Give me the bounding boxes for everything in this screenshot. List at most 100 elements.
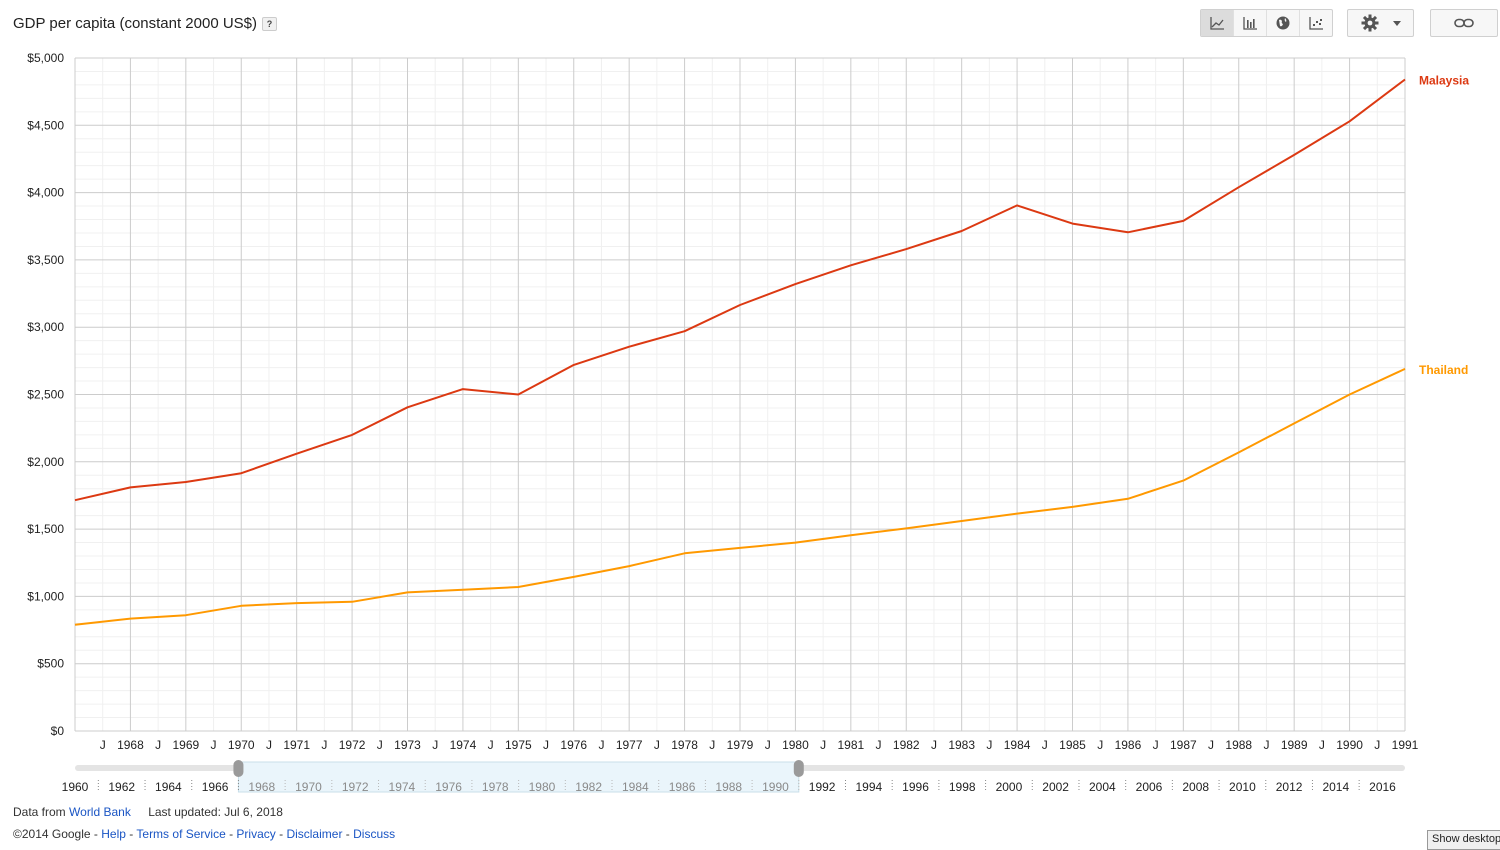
x-tick-label: 1991 (1392, 738, 1419, 752)
slider-year-label: 2010 (1229, 780, 1256, 794)
x-minor-tick-label: J (100, 738, 106, 752)
globe-icon (1276, 16, 1290, 30)
x-axis-labels: 1968 J 1969 J 1970 J 1971 J 1972 J 1973 J 1974 J 1975 J… (100, 738, 1419, 752)
slider-year-label: 1996 (902, 780, 929, 794)
scatter-chart-button[interactable] (1300, 10, 1332, 36)
time-range-slider[interactable]: 1960 1962 1964 1966 1968 1970 1972 1974 1976 1978… (62, 760, 1405, 794)
line-chart-button[interactable] (1201, 10, 1234, 36)
slider-year-label: 2004 (1089, 780, 1116, 794)
slider-year-label: 2002 (1042, 780, 1069, 794)
slider-year-label: 1960 (62, 780, 89, 794)
x-tick-label: 1986 (1115, 738, 1142, 752)
gear-icon (1361, 14, 1378, 32)
series-lines: Malaysia Thailand (74, 74, 1469, 626)
slider-year-label: 1984 (622, 780, 649, 794)
data-from-label: Data from (13, 805, 66, 819)
slider-year-label: 1990 (762, 780, 789, 794)
slider-year-label: 1964 (155, 780, 182, 794)
x-tick-label: 1976 (560, 738, 587, 752)
slider-year-label: 2014 (1322, 780, 1349, 794)
y-tick-label: $4,500 (27, 118, 64, 132)
x-tick-label: 1969 (172, 738, 199, 752)
bar-chart-icon (1243, 17, 1257, 30)
x-tick-label: 1982 (893, 738, 920, 752)
x-minor-tick-label: J (820, 738, 826, 752)
slider-year-label: 1974 (389, 780, 416, 794)
world-bank-link[interactable]: World Bank (69, 805, 131, 819)
y-tick-label: $2,500 (27, 388, 64, 402)
last-updated-text: Last updated: Jul 6, 2018 (148, 805, 283, 819)
x-minor-tick-label: J (543, 738, 549, 752)
show-desktop-button[interactable]: Show desktop (1427, 830, 1500, 850)
terms-of-service-link[interactable]: Terms of Service (136, 827, 226, 841)
y-tick-label: $1,500 (27, 522, 64, 536)
slider-year-label: 1976 (435, 780, 462, 794)
series-label-thailand: Thailand (1419, 363, 1468, 377)
data-source-line: Data from World Bank Last updated: Jul 6… (13, 805, 283, 819)
x-tick-label: 1971 (283, 738, 310, 752)
x-tick-label: 1977 (616, 738, 643, 752)
settings-menu-button[interactable] (1347, 9, 1414, 37)
link-icon (1454, 18, 1474, 28)
x-minor-tick-label: J (931, 738, 937, 752)
slider-year-label: 2016 (1369, 780, 1396, 794)
slider-year-label: 2008 (1182, 780, 1209, 794)
x-minor-tick-label: J (266, 738, 272, 752)
slider-year-label: 1968 (248, 780, 275, 794)
x-minor-tick-label: J (488, 738, 494, 752)
y-tick-label: $5,000 (27, 51, 64, 65)
x-tick-label: 1979 (727, 738, 754, 752)
x-minor-tick-label: J (709, 738, 715, 752)
x-tick-label: 1974 (450, 738, 477, 752)
y-tick-label: $4,000 (27, 186, 64, 200)
disclaimer-link[interactable]: Disclaimer (286, 827, 343, 841)
line-chart: $0 $500 $1,000 $1,500 $2,000 $2,500 $3,000 $3,5… (27, 51, 1469, 794)
x-tick-label: 1978 (671, 738, 698, 752)
x-minor-tick-label: J (1153, 738, 1159, 752)
x-minor-tick-label: J (432, 738, 438, 752)
x-minor-tick-label: J (986, 738, 992, 752)
copyright-text: ©2014 Google (13, 827, 91, 841)
line-chart-icon (1210, 17, 1224, 30)
slider-year-label: 1998 (949, 780, 976, 794)
link-button[interactable] (1430, 9, 1498, 37)
y-axis-labels: $0 $500 $1,000 $1,500 $2,000 $2,500 $3,000 $3,5… (27, 51, 64, 738)
help-link[interactable]: Help (101, 827, 126, 841)
y-tick-label: $500 (37, 657, 64, 671)
x-minor-tick-label: J (377, 738, 383, 752)
slider-year-label: 1972 (342, 780, 369, 794)
discuss-link[interactable]: Discuss (353, 827, 396, 841)
series-label-malaysia: Malaysia (1419, 74, 1469, 88)
x-minor-tick-label: J (1097, 738, 1103, 752)
x-minor-tick-label: J (1319, 738, 1325, 752)
slider-year-label: 1982 (575, 780, 602, 794)
x-minor-tick-label: J (654, 738, 660, 752)
slider-year-label: 1962 (108, 780, 135, 794)
slider-year-label: 1978 (482, 780, 509, 794)
x-minor-tick-label: J (598, 738, 604, 752)
y-tick-label: $1,000 (27, 589, 64, 603)
slider-year-label: 2006 (1136, 780, 1163, 794)
bar-chart-button[interactable] (1234, 10, 1267, 36)
help-button[interactable]: ? (262, 17, 278, 31)
chart-title-text: GDP per capita (constant 2000 US$) (13, 15, 258, 32)
x-minor-tick-label: J (155, 738, 161, 752)
x-tick-label: 1968 (117, 738, 144, 752)
slider-handle-right (793, 760, 804, 777)
x-minor-tick-label: J (765, 738, 771, 752)
slider-year-label: 1966 (202, 780, 229, 794)
slider-year-label: 1992 (809, 780, 836, 794)
map-chart-button[interactable] (1267, 10, 1300, 36)
y-tick-label: $2,000 (27, 455, 64, 469)
privacy-link[interactable]: Privacy (236, 827, 276, 841)
slider-year-label: 1988 (715, 780, 742, 794)
y-tick-label: $3,000 (27, 320, 64, 334)
x-tick-label: 1990 (1336, 738, 1363, 752)
caret-down-icon (1392, 20, 1401, 26)
x-tick-label: 1970 (228, 738, 255, 752)
x-minor-tick-label: J (1374, 738, 1380, 752)
x-tick-label: 1988 (1225, 738, 1252, 752)
slider-year-label: 1986 (669, 780, 696, 794)
view-type-toggle (1200, 9, 1333, 37)
x-tick-label: 1972 (339, 738, 366, 752)
